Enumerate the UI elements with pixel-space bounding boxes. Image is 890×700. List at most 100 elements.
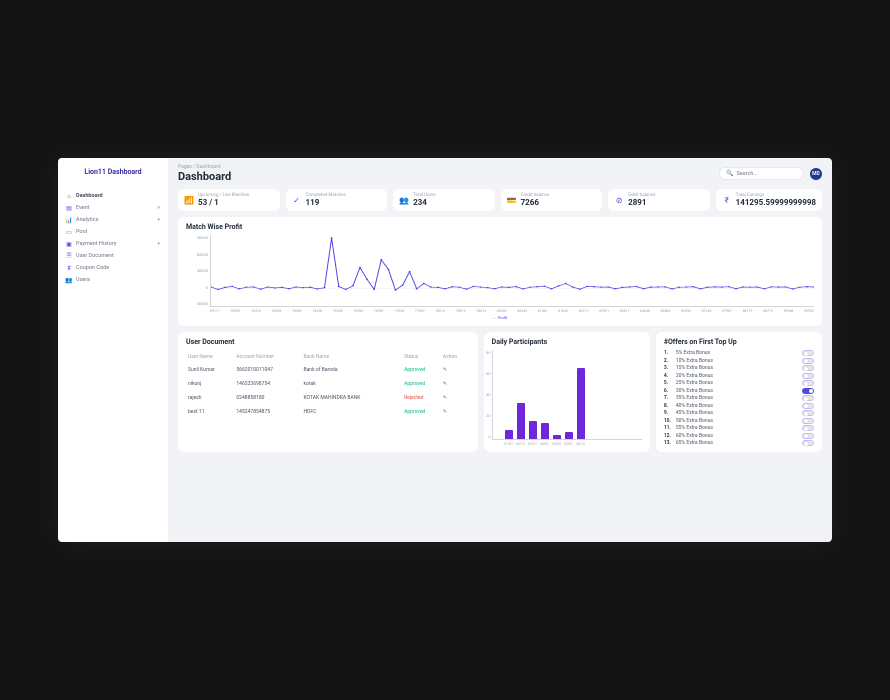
stat-icon: ⊘	[614, 195, 624, 205]
sidebar-item-label: Event	[76, 205, 89, 211]
offer-label: 15% Extra Bonus	[676, 365, 798, 371]
bar-y-axis: 806040200	[484, 350, 491, 439]
offer-row: 5.25% Extra Bonus	[664, 380, 814, 386]
sidebar-item-label: Analytics	[76, 217, 98, 223]
bar-x-axis: 31/0130/1230/0128/0129/0529/0128/12	[492, 442, 642, 446]
offer-toggle[interactable]	[802, 433, 814, 439]
dashboard-icon: ⌂	[66, 193, 72, 199]
crumb-wrap: Pages / Dashboard Dashboard	[178, 164, 713, 183]
offer-row: 10.50% Extra Bonus	[664, 418, 814, 424]
offer-row: 2.10% Extra Bonus	[664, 358, 814, 364]
cell-acct: 5662010011047	[236, 364, 301, 376]
sidebar: Lion11 Dashboard ⌂Dashboard▤Event▾📊Analy…	[58, 158, 168, 542]
bottom-row: User Document User NameAccount NumberBan…	[168, 332, 832, 458]
cell-bank: HDFC	[303, 406, 402, 418]
stat-icon: 💳	[507, 195, 517, 205]
offer-toggle[interactable]	[802, 418, 814, 424]
offer-num: 13.	[664, 440, 672, 446]
user document-icon: 🗎	[66, 253, 72, 259]
cell-status: Approved	[404, 406, 441, 418]
offers-title: #Offers on First Top Up	[664, 338, 814, 346]
offer-num: 5.	[664, 380, 672, 386]
offer-toggle[interactable]	[802, 440, 814, 446]
chevron-down-icon: ▾	[157, 241, 160, 247]
cell-acct: 145247854875	[236, 406, 301, 418]
bar	[553, 435, 561, 439]
offer-num: 4.	[664, 373, 672, 379]
offer-toggle[interactable]	[802, 365, 814, 371]
stat-value: 119	[306, 198, 346, 207]
sidebar-item-label: User Document	[76, 253, 114, 259]
offer-row: 11.55% Extra Bonus	[664, 425, 814, 431]
edit-icon[interactable]: ✎	[443, 392, 468, 404]
user-doc-table: User NameAccount NumberBank NameStatusAc…	[186, 350, 470, 420]
offer-toggle[interactable]	[802, 373, 814, 379]
app-frame: Lion11 Dashboard ⌂Dashboard▤Event▾📊Analy…	[58, 158, 832, 542]
stat-icon: 📶	[184, 195, 194, 205]
offer-num: 7.	[664, 395, 672, 401]
stat-value: 141295.59999999998	[736, 198, 816, 207]
offer-toggle[interactable]	[802, 388, 814, 394]
sidebar-item-users[interactable]: 👥Users	[58, 274, 168, 286]
line-x-axis: 6911170259704187045676089763387635576983…	[210, 309, 814, 313]
sidebar-item-payment-history[interactable]: ▣Payment History▾	[58, 238, 168, 250]
offer-num: 10.	[664, 418, 672, 424]
edit-icon[interactable]: ✎	[443, 406, 468, 418]
offer-toggle[interactable]	[802, 358, 814, 364]
offer-num: 2.	[664, 358, 672, 364]
cell-user: nikunj	[188, 378, 234, 390]
offer-toggle[interactable]	[802, 425, 814, 431]
offer-toggle[interactable]	[802, 395, 814, 401]
sidebar-item-user-document[interactable]: 🗎 User Document	[58, 250, 168, 262]
bar-chart: 806040200	[492, 350, 642, 440]
cell-user: best 11	[188, 406, 234, 418]
offer-label: 30% Extra Bonus	[676, 388, 798, 394]
table-row: rajesh0248858180KOTAK MAHINDRA BANKRejec…	[188, 392, 468, 404]
offer-row: 8.40% Extra Bonus	[664, 403, 814, 409]
line-y-axis: 900006000030000030000	[186, 235, 208, 306]
cell-acct: 0248858180	[236, 392, 301, 404]
event-icon: ▤	[66, 205, 72, 211]
offer-toggle[interactable]	[802, 350, 814, 356]
offer-label: 40% Extra Bonus	[676, 403, 798, 409]
main: Pages / Dashboard Dashboard 🔍 MD 📶Upcomi…	[168, 158, 832, 542]
offer-num: 9.	[664, 410, 672, 416]
stat-card: ⊘Debit balance2891	[608, 189, 710, 211]
stat-card: ₹Total Earnings141295.59999999998	[716, 189, 822, 211]
topbar: Pages / Dashboard Dashboard 🔍 MD	[168, 158, 832, 189]
sidebar-item-dashboard[interactable]: ⌂Dashboard	[58, 190, 168, 202]
offer-toggle[interactable]	[802, 410, 814, 416]
sidebar-item-coupon-code[interactable]: #Coupon Code	[58, 262, 168, 274]
search-input[interactable]	[736, 171, 796, 177]
offer-num: 12.	[664, 433, 672, 439]
avatar[interactable]: MD	[810, 168, 822, 180]
offer-row: 13. 65% Extra Bonus	[664, 440, 814, 446]
search-icon: 🔍	[726, 170, 733, 177]
offers-list: 1.5% Extra Bonus2.10% Extra Bonus3.15% E…	[664, 350, 814, 446]
line-chart-card: Match Wise Profit 900006000030000030000 …	[178, 217, 822, 326]
edit-icon[interactable]: ✎	[443, 364, 468, 376]
stats-row: 📶Upcoming / Live Matches53 / 1✓Completed…	[168, 189, 832, 217]
offer-label: 55% Extra Bonus	[676, 425, 798, 431]
sidebar-item-event[interactable]: ▤Event▾	[58, 202, 168, 214]
cell-acct: 146523698754	[236, 378, 301, 390]
sidebar-item-pool[interactable]: ▭Pool	[58, 226, 168, 238]
bar	[565, 432, 573, 439]
user-doc-title: User Document	[186, 338, 470, 346]
sidebar-item-analytics[interactable]: 📊Analytics▾	[58, 214, 168, 226]
bar	[505, 430, 513, 439]
edit-icon[interactable]: ✎	[443, 378, 468, 390]
search-box[interactable]: 🔍	[719, 167, 804, 180]
stat-card: ✓Completed Matches119	[286, 189, 388, 211]
offer-num: 3.	[664, 365, 672, 371]
cell-user: rajesh	[188, 392, 234, 404]
offer-label: 35% Extra Bonus	[676, 395, 798, 401]
cell-bank: Bank of Baroda	[303, 364, 402, 376]
offer-label: 65% Extra Bonus	[676, 440, 798, 446]
offer-num: 1.	[664, 350, 672, 356]
stat-card: 👥Total Users234	[393, 189, 495, 211]
line-chart	[210, 235, 814, 307]
offer-label: 60% Extra Bonus	[676, 433, 798, 439]
offer-toggle[interactable]	[802, 403, 814, 409]
offer-toggle[interactable]	[802, 380, 814, 386]
